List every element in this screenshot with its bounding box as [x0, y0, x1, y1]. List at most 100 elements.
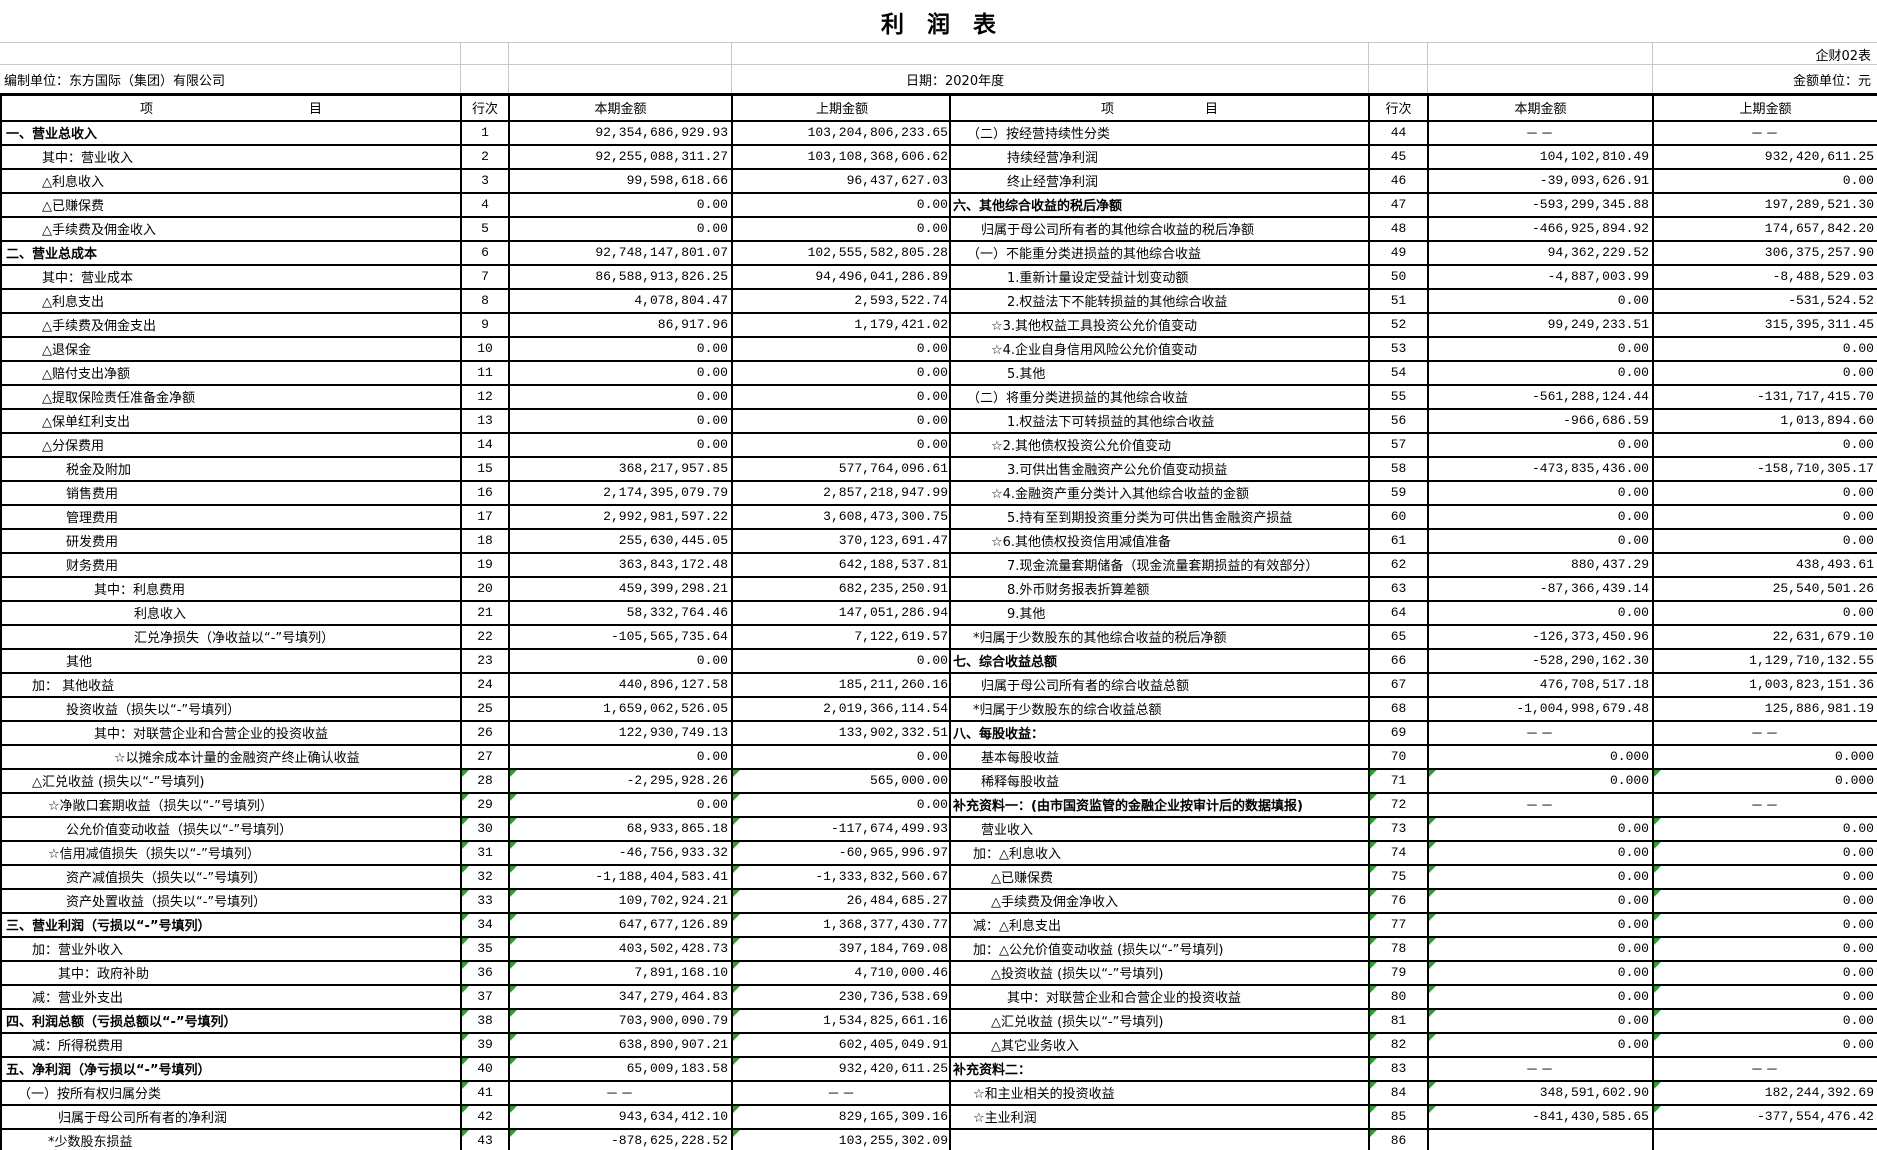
line-header[interactable]: 行次 [1368, 93, 1429, 122]
prior-amount-cell[interactable]: 2,019,366,114.54 [731, 695, 953, 722]
prior-amount-cell[interactable]: 0.00 [1652, 983, 1877, 1010]
item-cell[interactable]: 其中：营业收入 [0, 143, 462, 170]
line-number-cell[interactable]: 65 [1368, 623, 1429, 650]
current-amount-cell[interactable]: -561,288,124.44 [1427, 383, 1654, 410]
current-amount-cell[interactable]: 638,890,907.21 [508, 1031, 733, 1058]
item-cell[interactable]: 八、每股收益： [949, 719, 1370, 746]
current-amount-cell[interactable]: 0.00 [1427, 863, 1654, 890]
line-number-cell[interactable]: 55 [1368, 383, 1429, 410]
prior-amount-cell[interactable]: 2,857,218,947.99 [731, 479, 953, 506]
item-cell[interactable]: 汇兑净损失（净收益以“-”号填列） [0, 623, 462, 650]
prior-amount-cell[interactable]: 230,736,538.69 [731, 983, 953, 1010]
prior-amount-cell[interactable]: 0.00 [1652, 839, 1877, 866]
current-amount-header[interactable]: 本期金额 [1427, 93, 1654, 122]
line-number-cell[interactable]: 57 [1368, 431, 1429, 458]
line-number-cell[interactable]: 75 [1368, 863, 1429, 890]
prior-amount-cell[interactable]: 0.00 [731, 791, 953, 818]
prior-amount-cell[interactable]: 147,051,286.94 [731, 599, 953, 626]
line-number-cell[interactable]: 34 [460, 911, 510, 938]
current-amount-cell[interactable]: 0.00 [1427, 911, 1654, 938]
current-amount-cell[interactable]: 647,677,126.89 [508, 911, 733, 938]
current-amount-cell[interactable]: 363,843,172.48 [508, 551, 733, 578]
item-cell[interactable]: （二）将重分类进损益的其他综合收益 [949, 383, 1370, 410]
item-cell[interactable]: △退保金 [0, 335, 462, 362]
item-cell[interactable]: △赔付支出净额 [0, 359, 462, 386]
line-number-cell[interactable]: 84 [1368, 1079, 1429, 1106]
line-number-cell[interactable]: 46 [1368, 167, 1429, 194]
line-number-cell[interactable]: 38 [460, 1007, 510, 1034]
prior-amount-cell[interactable]: 0.00 [1652, 911, 1877, 938]
current-amount-cell[interactable]: 92,748,147,801.07 [508, 239, 733, 266]
item-cell[interactable]: 归属于母公司所有者的净利润 [0, 1103, 462, 1130]
item-cell[interactable]: 其中：对联营企业和合营企业的投资收益 [0, 719, 462, 746]
line-number-cell[interactable]: 70 [1368, 743, 1429, 770]
current-amount-cell[interactable]: －－ [1427, 119, 1654, 146]
prior-amount-cell[interactable]: －－ [1652, 119, 1877, 146]
current-amount-cell[interactable]: 0.00 [1427, 1007, 1654, 1034]
item-cell[interactable]: 一、营业总收入 [0, 119, 462, 146]
prior-amount-cell[interactable]: 0.00 [1652, 863, 1877, 890]
current-amount-cell[interactable]: 0.000 [1427, 767, 1654, 794]
current-amount-cell[interactable]: 0.00 [508, 407, 733, 434]
prior-amount-cell[interactable]: -8,488,529.03 [1652, 263, 1877, 290]
prior-amount-cell[interactable]: 1,368,377,430.77 [731, 911, 953, 938]
line-number-cell[interactable]: 62 [1368, 551, 1429, 578]
current-amount-cell[interactable]: 4,078,804.47 [508, 287, 733, 314]
prior-amount-cell[interactable]: 22,631,679.10 [1652, 623, 1877, 650]
current-amount-cell[interactable]: 0.00 [1427, 935, 1654, 962]
prior-amount-header[interactable]: 上期金额 [1652, 93, 1877, 122]
line-number-cell[interactable]: 30 [460, 815, 510, 842]
item-cell[interactable]: △提取保险责任准备金净额 [0, 383, 462, 410]
line-number-cell[interactable]: 52 [1368, 311, 1429, 338]
item-cell[interactable]: （一）不能重分类进损益的其他综合收益 [949, 239, 1370, 266]
current-amount-cell[interactable]: 0.00 [1427, 359, 1654, 386]
line-number-cell[interactable]: 24 [460, 671, 510, 698]
item-cell[interactable]: △分保费用 [0, 431, 462, 458]
item-cell[interactable]: △手续费及佣金净收入 [949, 887, 1370, 914]
line-number-cell[interactable]: 12 [460, 383, 510, 410]
prior-amount-cell[interactable]: 96,437,627.03 [731, 167, 953, 194]
line-number-cell[interactable]: 59 [1368, 479, 1429, 506]
prior-amount-cell[interactable] [1652, 1127, 1877, 1150]
line-number-cell[interactable]: 83 [1368, 1055, 1429, 1082]
prior-amount-cell[interactable]: 932,420,611.25 [1652, 143, 1877, 170]
item-header[interactable]: 项 目 [949, 93, 1370, 122]
item-cell[interactable]: 1.权益法下可转损益的其他综合收益 [949, 407, 1370, 434]
item-cell[interactable]: △其它业务收入 [949, 1031, 1370, 1058]
item-cell[interactable]: 五、净利润（净亏损以“-”号填列） [0, 1055, 462, 1082]
line-number-cell[interactable]: 39 [460, 1031, 510, 1058]
prior-amount-cell[interactable]: －－ [1652, 1055, 1877, 1082]
current-amount-cell[interactable]: 403,502,428.73 [508, 935, 733, 962]
item-cell[interactable]: ☆主业利润 [949, 1103, 1370, 1130]
current-amount-cell[interactable]: -105,565,735.64 [508, 623, 733, 650]
prior-amount-cell[interactable]: 0.00 [731, 191, 953, 218]
prior-amount-cell[interactable]: 565,000.00 [731, 767, 953, 794]
item-cell[interactable]: 其中：营业成本 [0, 263, 462, 290]
item-cell[interactable]: 加：△公允价值变动收益 (损失以“-”号填列) [949, 935, 1370, 962]
prior-amount-cell[interactable]: 0.000 [1652, 743, 1877, 770]
prior-amount-header[interactable]: 上期金额 [731, 93, 953, 122]
line-number-cell[interactable]: 36 [460, 959, 510, 986]
item-cell[interactable]: 归属于母公司所有者的综合收益总额 [949, 671, 1370, 698]
item-cell[interactable]: 减：△利息支出 [949, 911, 1370, 938]
current-amount-cell[interactable]: 58,332,764.46 [508, 599, 733, 626]
prior-amount-cell[interactable]: 306,375,257.90 [1652, 239, 1877, 266]
current-amount-cell[interactable]: 0.00 [1427, 887, 1654, 914]
prior-amount-cell[interactable]: 315,395,311.45 [1652, 311, 1877, 338]
line-number-cell[interactable]: 77 [1368, 911, 1429, 938]
prior-amount-cell[interactable]: 197,289,521.30 [1652, 191, 1877, 218]
current-amount-cell[interactable]: -841,430,585.65 [1427, 1103, 1654, 1130]
item-cell[interactable]: 利息收入 [0, 599, 462, 626]
line-number-cell[interactable]: 58 [1368, 455, 1429, 482]
item-cell[interactable]: ☆信用减值损失（损失以“-”号填列） [0, 839, 462, 866]
current-amount-cell[interactable]: 0.00 [1427, 431, 1654, 458]
line-number-cell[interactable]: 5 [460, 215, 510, 242]
line-number-cell[interactable]: 82 [1368, 1031, 1429, 1058]
item-cell[interactable]: ☆以摊余成本计量的金融资产终止确认收益 [0, 743, 462, 770]
current-amount-cell[interactable]: -1,004,998,679.48 [1427, 695, 1654, 722]
item-cell[interactable]: △投资收益 (损失以“-”号填列) [949, 959, 1370, 986]
current-amount-cell[interactable] [1427, 1127, 1654, 1150]
line-number-cell[interactable]: 68 [1368, 695, 1429, 722]
item-cell[interactable]: 持续经营净利润 [949, 143, 1370, 170]
item-cell[interactable]: ☆3.其他权益工具投资公允价值变动 [949, 311, 1370, 338]
